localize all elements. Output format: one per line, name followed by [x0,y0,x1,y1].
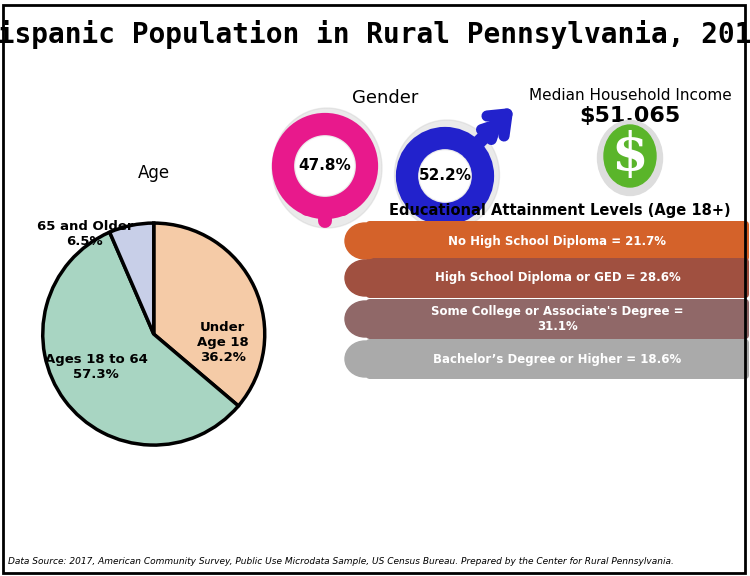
Ellipse shape [345,341,385,377]
Circle shape [296,137,354,195]
Text: Gender: Gender [352,89,419,107]
Text: $: $ [612,131,648,181]
Ellipse shape [272,108,382,228]
Ellipse shape [598,120,662,195]
Text: No High School Diploma = 21.7%: No High School Diploma = 21.7% [448,234,667,248]
Text: $51,065: $51,065 [579,106,681,126]
FancyBboxPatch shape [366,339,749,379]
Text: 52.2%: 52.2% [419,169,472,184]
Text: 65 and Older
6.5%: 65 and Older 6.5% [37,220,134,248]
Text: 47.8%: 47.8% [298,158,351,173]
Text: High School Diploma or GED = 28.6%: High School Diploma or GED = 28.6% [435,271,680,285]
Ellipse shape [604,125,656,187]
Text: Some College or Associate's Degree =
31.1%: Some College or Associate's Degree = 31.… [431,305,684,333]
Text: Age: Age [138,164,170,182]
Ellipse shape [394,120,500,230]
Text: Educational Attainment Levels (Age 18+): Educational Attainment Levels (Age 18+) [389,203,730,218]
FancyBboxPatch shape [366,299,749,339]
Text: Data Source: 2017, American Community Survey, Public Use Microdata Sample, US Ce: Data Source: 2017, American Community Su… [8,557,674,566]
Text: Hispanic Population in Rural Pennsylvania, 2017: Hispanic Population in Rural Pennsylvani… [0,20,750,49]
Wedge shape [43,232,238,445]
FancyBboxPatch shape [366,221,749,261]
Text: Median Household Income: Median Household Income [529,89,731,104]
Text: Under
Age 18
36.2%: Under Age 18 36.2% [196,321,248,365]
Text: Bachelor’s Degree or Higher = 18.6%: Bachelor’s Degree or Higher = 18.6% [433,353,682,366]
Ellipse shape [345,260,385,296]
Wedge shape [110,223,154,334]
Text: Ages 18 to 64
57.3%: Ages 18 to 64 57.3% [44,354,148,381]
Ellipse shape [345,223,385,259]
Wedge shape [154,223,265,406]
Ellipse shape [345,301,385,337]
Circle shape [420,151,470,201]
Text: Percent of
Households with
Children Under
Age 18
44.3%: Percent of Households with Children Unde… [101,340,238,442]
FancyBboxPatch shape [366,258,749,298]
